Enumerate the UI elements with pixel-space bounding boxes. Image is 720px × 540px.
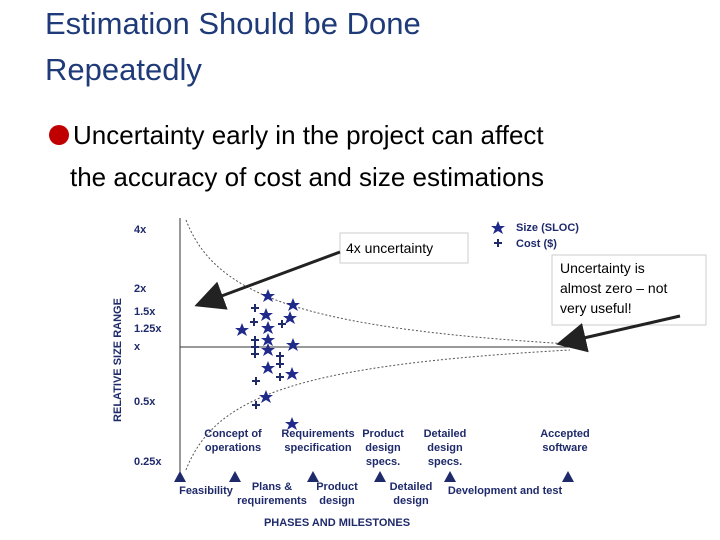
milestone-marker: [562, 471, 574, 482]
plus: [275, 359, 285, 369]
star: [283, 311, 297, 324]
y-ticks: 4x 2x 1.5x 1.25x x 0.5x 0.25x: [134, 224, 162, 468]
milestones: Feasibility Plans & requirements Product des…: [174, 471, 574, 507]
phase-label: Concept of: [204, 428, 262, 440]
plus: [249, 317, 259, 327]
callout-box: [551, 254, 707, 326]
milestone-marker: [229, 471, 241, 482]
y-axis-label: RELATIVE SIZE RANGE: [112, 298, 124, 422]
milestone-label: Development and test: [448, 485, 563, 497]
legend-label: Size (SLOC): [516, 222, 579, 234]
star: [261, 321, 275, 334]
star: [261, 289, 275, 302]
milestone-label: Feasibility: [179, 485, 234, 497]
callout-text: Uncertainty is: [560, 260, 645, 276]
milestone-label: requirements: [237, 495, 307, 507]
plus: [275, 351, 285, 361]
callout-text: very useful!: [560, 300, 632, 316]
milestone-label: Detailed: [390, 481, 433, 493]
callout-text: almost zero – not: [560, 280, 667, 296]
milestone-label: Product: [316, 481, 358, 493]
bullet-line: the accuracy of cost and size estimation…: [70, 162, 544, 192]
phases: Concept of operations Requirements specific…: [204, 428, 589, 468]
milestone-label: design: [319, 495, 355, 507]
title-line: Estimation Should be Done: [45, 6, 421, 41]
plus: [250, 342, 260, 352]
phase-label: specs.: [366, 456, 400, 468]
x-axis-label: PHASES AND MILESTONES: [264, 517, 410, 529]
figure: RELATIVE SIZE RANGE 4x 2x 1.5x 1.25x x 0.5x 0.…: [112, 218, 707, 529]
phase-label: Requirements: [281, 428, 354, 440]
plus: [250, 349, 260, 359]
milestone-marker: [174, 471, 186, 482]
plus: [251, 376, 261, 386]
points: [235, 289, 300, 430]
callout-arrow: [194, 250, 341, 310]
bullet-dot: [49, 125, 69, 145]
lower-curve: [185, 349, 571, 471]
y-tick-label: 4x: [134, 224, 147, 236]
milestone-label: design: [393, 495, 429, 507]
title-line: Repeatedly: [45, 52, 202, 87]
phase-label: Detailed: [424, 428, 467, 440]
phase-label: design: [427, 442, 463, 454]
milestone-marker: [444, 471, 456, 482]
milestone-label: Plans &: [252, 481, 292, 493]
star: [259, 308, 273, 321]
phase-label: specs.: [428, 456, 462, 468]
legend-label: Cost ($): [516, 238, 557, 250]
callout-text: 4x uncertainty: [346, 240, 433, 256]
y-tick-label: 1.5x: [134, 306, 156, 318]
phase-label: specification: [284, 442, 352, 454]
plus: [251, 400, 261, 410]
legend-plus: [493, 238, 503, 248]
star: [261, 361, 275, 374]
phase-label: Accepted: [540, 428, 590, 440]
phase-label: software: [542, 442, 587, 454]
star: [286, 338, 300, 351]
phase-label: design: [365, 442, 401, 454]
plus: [275, 372, 285, 382]
callout-box: [339, 232, 469, 264]
star: [286, 298, 300, 311]
y-tick-label: 0.25x: [134, 456, 162, 468]
phase-label: Product: [362, 428, 404, 440]
bullet-line: Uncertainty early in the project can aff…: [73, 120, 544, 150]
y-tick-label: x: [134, 341, 141, 353]
plus: [277, 319, 287, 329]
star: [259, 390, 273, 403]
star: [285, 367, 299, 380]
plus: [250, 335, 260, 345]
legend-star: [491, 221, 505, 234]
phase-label: operations: [205, 442, 261, 454]
star: [235, 323, 249, 336]
y-tick-label: 0.5x: [134, 396, 156, 408]
callouts: 4x uncertainty Uncertainty is almost zero …: [346, 240, 667, 316]
star: [261, 343, 275, 356]
y-tick-label: 2x: [134, 283, 147, 295]
callout-arrow: [556, 314, 681, 353]
milestone-marker: [374, 471, 386, 482]
plus: [250, 303, 260, 313]
y-tick-label: 1.25x: [134, 323, 162, 335]
